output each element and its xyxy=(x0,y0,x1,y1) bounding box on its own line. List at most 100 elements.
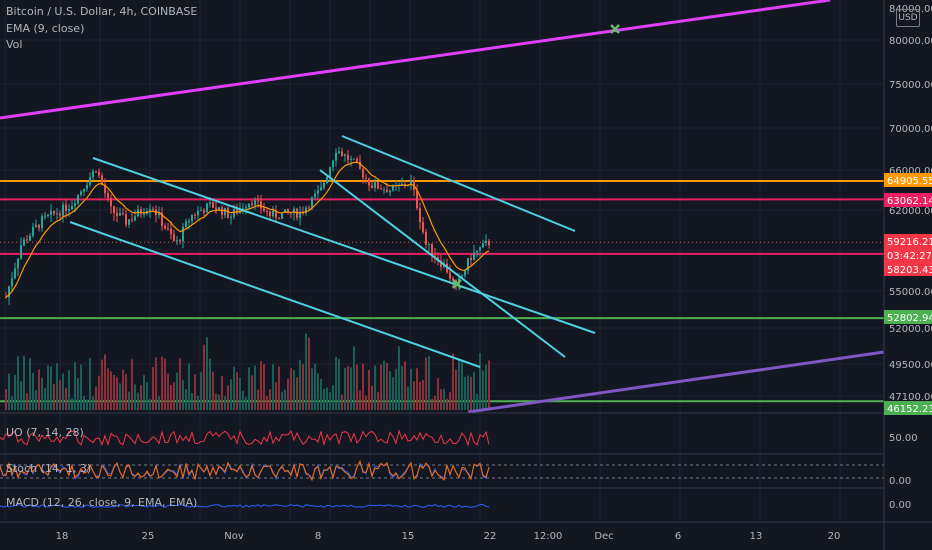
currency-button[interactable]: USD xyxy=(896,9,920,27)
cyan-wedge-lower xyxy=(319,169,566,358)
candle-body xyxy=(143,213,145,215)
volume-bar xyxy=(269,389,271,410)
candle-body xyxy=(251,203,253,205)
candle-body xyxy=(101,175,103,185)
candle-body xyxy=(362,168,364,178)
volume-bar xyxy=(89,358,91,410)
candle-body xyxy=(206,203,208,213)
candle-body xyxy=(47,214,49,216)
candle-body xyxy=(116,212,118,216)
volume-bar xyxy=(455,369,457,410)
volume-bar xyxy=(158,396,160,410)
candle-body xyxy=(167,228,169,230)
price-badge-bg xyxy=(884,173,932,187)
candle-body xyxy=(242,208,244,210)
volume-bar xyxy=(173,382,175,410)
volume-bar xyxy=(23,355,25,410)
volume-bar xyxy=(167,373,169,410)
volume-bar xyxy=(80,364,82,410)
candle-body xyxy=(98,171,100,176)
candle-body xyxy=(119,212,121,216)
legend-volume[interactable]: Vol xyxy=(6,38,22,51)
candle-body xyxy=(215,207,217,210)
candle-body xyxy=(23,239,25,246)
candle-body xyxy=(5,297,7,299)
uo-pane-label[interactable]: UO (7, 14, 28) xyxy=(6,426,84,439)
candle-body xyxy=(185,221,187,227)
volume-bar xyxy=(431,398,433,410)
volume-bar xyxy=(164,358,166,410)
candle-body xyxy=(389,190,391,193)
legend-ema[interactable]: EMA (9, close) xyxy=(6,22,84,35)
uo-line xyxy=(0,429,490,447)
candle-body xyxy=(374,182,376,188)
volume-bar xyxy=(281,391,283,410)
candle-body xyxy=(344,154,346,157)
drawings xyxy=(0,0,885,414)
volume-bar xyxy=(410,368,412,410)
macd-pane-label[interactable]: MACD (12, 26, close, 9, EMA, EMA) xyxy=(6,496,198,509)
candle-body xyxy=(86,184,88,189)
candle-body xyxy=(287,209,289,213)
candle-body xyxy=(50,210,52,215)
candle-body xyxy=(218,207,220,210)
volume-bar xyxy=(461,360,463,410)
volume-bar xyxy=(44,388,46,410)
volume-bar xyxy=(392,377,394,410)
volume-bar xyxy=(92,396,94,410)
volume-bar xyxy=(272,364,274,410)
stoch-pane-label[interactable]: Stoch (14, 1, 3) xyxy=(6,462,92,475)
pane-value-label: 0.00 xyxy=(889,500,911,511)
volume-bar xyxy=(29,358,31,410)
volume-bar xyxy=(278,366,280,410)
volume-bar xyxy=(284,389,286,410)
candle-body xyxy=(65,204,67,212)
volume-bar xyxy=(209,358,211,410)
volume-bar xyxy=(185,389,187,410)
magenta-trend-line xyxy=(0,0,831,120)
volume-bar xyxy=(200,372,202,410)
volume-bar xyxy=(443,388,445,410)
candle-body xyxy=(32,226,34,236)
candle-body xyxy=(467,257,469,271)
volume-bar xyxy=(467,375,469,410)
legend-title: Bitcoin / U.S. Dollar, 4h, COINBASE xyxy=(6,5,197,18)
time-tick-label: 8 xyxy=(315,531,321,542)
volume-bar xyxy=(197,395,199,410)
volume-bar xyxy=(62,373,64,410)
volume-bar xyxy=(182,380,184,410)
volume-bar xyxy=(413,381,415,410)
volume-bar xyxy=(230,379,232,410)
candle-body xyxy=(257,200,259,202)
time-tick-label: 18 xyxy=(56,531,69,542)
candle-body xyxy=(8,286,10,298)
price-badge-label: 03:42:27 xyxy=(887,251,932,262)
candle-body xyxy=(368,178,370,186)
volume-bar xyxy=(113,375,115,410)
candle-body xyxy=(305,207,307,214)
volume-bar xyxy=(416,368,418,410)
volume-bar xyxy=(488,360,490,410)
candle-body xyxy=(17,258,19,269)
candle-body xyxy=(173,234,175,241)
volume-bar xyxy=(98,375,100,410)
volume-bar xyxy=(56,362,58,410)
volume-bar xyxy=(383,360,385,410)
volume-bar xyxy=(305,333,307,410)
volume-bar xyxy=(425,357,427,410)
candle-body xyxy=(488,240,490,246)
candle-body xyxy=(377,182,379,189)
volume-bar xyxy=(68,370,70,410)
volume-bar xyxy=(371,386,373,410)
price-badge-label: 58203.43 xyxy=(887,265,932,276)
volume-bar xyxy=(485,364,487,410)
candle-body xyxy=(320,187,322,191)
volume-bar xyxy=(362,363,364,410)
candle-body xyxy=(44,215,46,217)
volume-bar xyxy=(86,399,88,410)
volume-bar xyxy=(458,358,460,410)
volume-bar xyxy=(8,373,10,410)
volume-bar xyxy=(53,383,55,410)
candle-body xyxy=(410,180,412,186)
